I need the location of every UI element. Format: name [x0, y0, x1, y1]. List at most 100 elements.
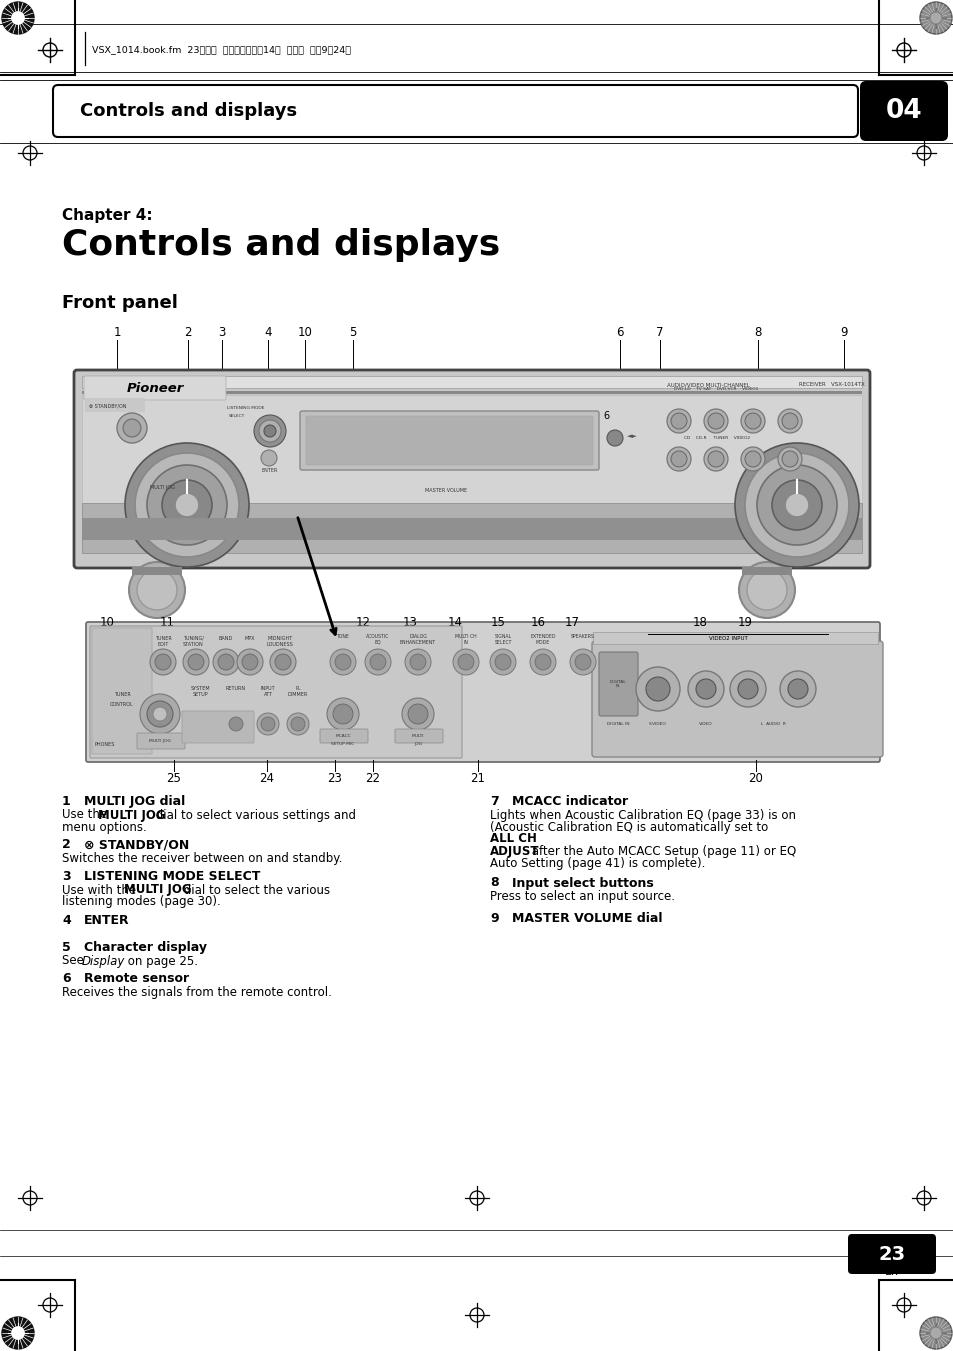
Text: TUNING/
STATION: TUNING/ STATION [182, 636, 203, 647]
Text: menu options.: menu options. [62, 820, 147, 834]
FancyBboxPatch shape [53, 85, 857, 136]
Text: PL
DIMMER: PL DIMMER [288, 686, 308, 697]
Text: ⊗ STANDBY/ON: ⊗ STANDBY/ON [89, 404, 127, 408]
Text: 18: 18 [692, 616, 707, 630]
FancyBboxPatch shape [598, 653, 638, 716]
Bar [741, 567, 791, 576]
Text: 16: 16 [530, 616, 545, 630]
Text: En: En [884, 1267, 898, 1277]
Circle shape [405, 648, 431, 676]
Text: Chapter 4:: Chapter 4: [62, 208, 152, 223]
Text: ENTER: ENTER [84, 913, 130, 927]
Circle shape [152, 707, 167, 721]
Circle shape [453, 648, 478, 676]
Circle shape [335, 654, 351, 670]
Text: MULTI JOG: MULTI JOG [98, 808, 166, 821]
Text: L  AUDIO  R: L AUDIO R [760, 721, 784, 725]
Circle shape [666, 409, 690, 434]
Text: (Acoustic Calibration EQ is automatically set to: (Acoustic Calibration EQ is automaticall… [490, 820, 771, 834]
Circle shape [401, 698, 434, 730]
Text: after the Auto MCACC Setup (page 11) or EQ: after the Auto MCACC Setup (page 11) or … [527, 844, 796, 858]
FancyBboxPatch shape [137, 734, 185, 748]
Text: Press to select an input source.: Press to select an input source. [490, 890, 675, 902]
Text: ENTER: ENTER [262, 467, 278, 473]
Circle shape [490, 648, 516, 676]
Circle shape [140, 694, 180, 734]
Text: 24: 24 [259, 771, 274, 785]
Bar [85, 399, 145, 412]
Text: MASTER VOLUME dial: MASTER VOLUME dial [512, 912, 661, 925]
Circle shape [174, 493, 199, 517]
Text: JOG: JOG [414, 742, 421, 746]
Text: ⊗ STANDBY/ON: ⊗ STANDBY/ON [84, 839, 189, 851]
Circle shape [408, 704, 428, 724]
Circle shape [291, 717, 305, 731]
Text: Switches the receiver between on and standby.: Switches the receiver between on and sta… [62, 852, 342, 865]
Text: 22: 22 [365, 771, 380, 785]
Text: 3: 3 [218, 327, 226, 339]
Text: EXTENDED
MODE: EXTENDED MODE [530, 634, 556, 644]
Text: ACOUSTIC
EQ: ACOUSTIC EQ [366, 634, 389, 644]
Circle shape [256, 713, 278, 735]
Circle shape [738, 680, 758, 698]
FancyBboxPatch shape [306, 416, 593, 465]
Circle shape [636, 667, 679, 711]
Text: MCACC indicator: MCACC indicator [512, 794, 627, 808]
Circle shape [495, 654, 511, 670]
Circle shape [645, 677, 669, 701]
Text: DVD-LD    TV SAT    DVD-VCR    VIDEO1: DVD-LD TV SAT DVD-VCR VIDEO1 [673, 386, 758, 390]
Circle shape [253, 415, 286, 447]
Text: INPUT
ATT: INPUT ATT [260, 686, 275, 697]
Text: 9: 9 [490, 912, 498, 925]
Circle shape [771, 480, 821, 530]
Text: 17: 17 [564, 616, 578, 630]
Circle shape [919, 1317, 951, 1350]
Text: 14: 14 [447, 616, 462, 630]
Circle shape [365, 648, 391, 676]
Text: MULTI JOG: MULTI JOG [124, 884, 192, 897]
Circle shape [696, 680, 716, 698]
Text: Character display: Character display [84, 942, 207, 954]
Circle shape [229, 717, 243, 731]
Circle shape [919, 1, 951, 34]
Text: Display: Display [82, 955, 125, 967]
Text: 1: 1 [113, 327, 121, 339]
Circle shape [147, 465, 227, 544]
Circle shape [147, 701, 172, 727]
Text: MULTI: MULTI [412, 734, 424, 738]
Text: 5: 5 [349, 327, 356, 339]
Text: SETUP MIC: SETUP MIC [331, 742, 355, 746]
Circle shape [2, 1, 34, 34]
Circle shape [703, 409, 727, 434]
Circle shape [929, 1327, 941, 1339]
FancyBboxPatch shape [74, 370, 869, 567]
Text: 19: 19 [737, 616, 752, 630]
Bar [593, 632, 877, 644]
Text: TUNER: TUNER [113, 692, 131, 697]
Text: MASTER VOLUME: MASTER VOLUME [424, 489, 467, 493]
Circle shape [162, 480, 212, 530]
Circle shape [787, 680, 807, 698]
Text: VIDEO2 INPUT: VIDEO2 INPUT [708, 636, 746, 642]
Circle shape [670, 413, 686, 430]
Bar [82, 503, 862, 553]
Text: DIGITAL
IN: DIGITAL IN [609, 680, 626, 688]
Text: Use with the: Use with the [62, 884, 140, 897]
Circle shape [135, 453, 239, 557]
Circle shape [137, 570, 177, 611]
Circle shape [264, 426, 275, 436]
Text: LISTENING MODE: LISTENING MODE [227, 407, 264, 409]
Circle shape [535, 654, 551, 670]
Text: 6: 6 [616, 327, 623, 339]
Circle shape [781, 413, 797, 430]
Text: ALL CH: ALL CH [490, 832, 537, 846]
Circle shape [744, 413, 760, 430]
FancyBboxPatch shape [182, 711, 253, 743]
Text: dial to select various settings and: dial to select various settings and [152, 808, 355, 821]
Text: Pioneer: Pioneer [126, 381, 183, 394]
FancyBboxPatch shape [84, 376, 226, 400]
Text: TUNER
EDIT: TUNER EDIT [154, 636, 172, 647]
Circle shape [757, 465, 836, 544]
Circle shape [778, 447, 801, 471]
Circle shape [261, 450, 276, 466]
